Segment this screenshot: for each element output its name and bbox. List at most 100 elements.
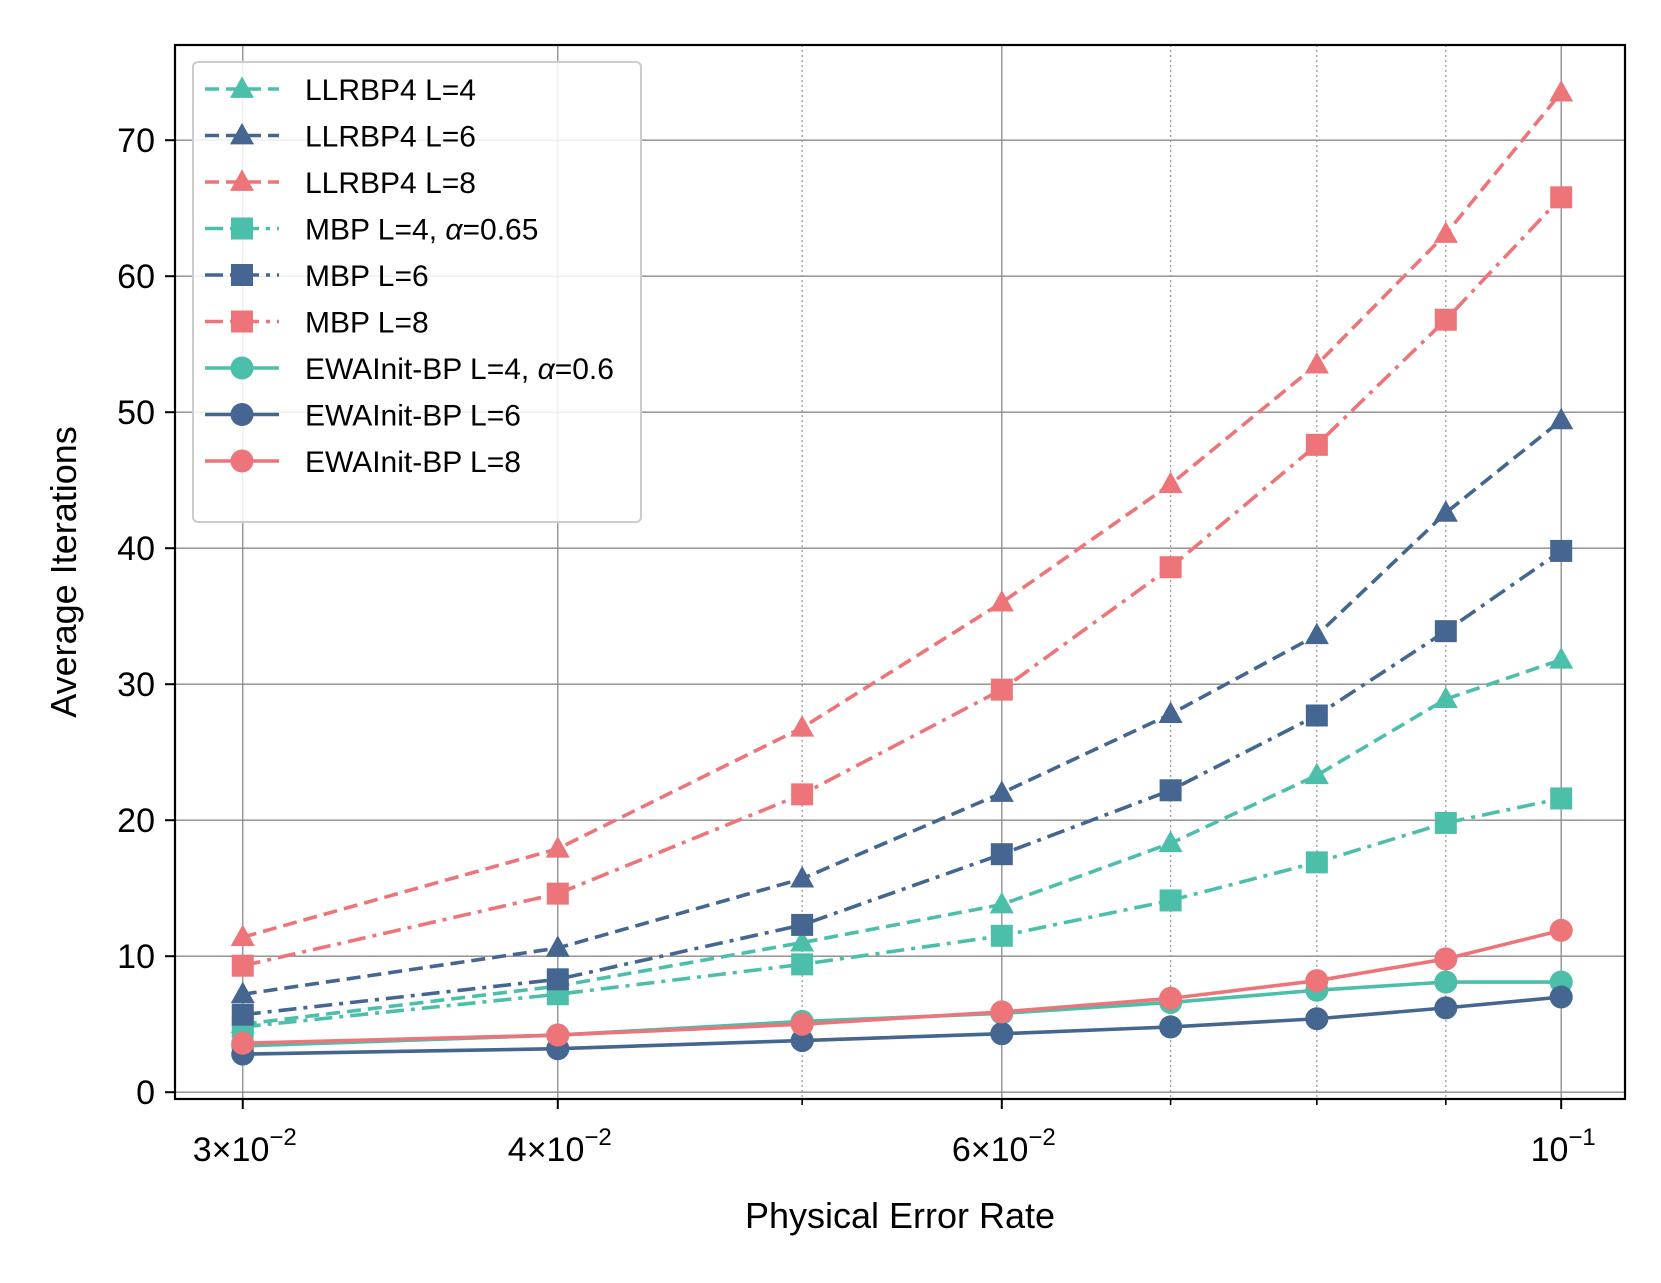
data-point <box>1433 221 1458 243</box>
data-point <box>1305 851 1328 874</box>
data-point <box>1549 79 1574 102</box>
data-point <box>989 589 1014 612</box>
data-point <box>1159 556 1182 579</box>
y-tick-label: 50 <box>117 394 155 432</box>
data-point <box>1550 186 1573 209</box>
data-point <box>546 1023 570 1047</box>
legend-item: EWAInit-BP L=8 <box>205 446 521 479</box>
legend-marker <box>231 264 253 286</box>
legend-marker <box>231 217 253 240</box>
data-point <box>1159 986 1183 1010</box>
legend-box <box>192 61 642 523</box>
data-point <box>990 678 1013 701</box>
data-point <box>1304 762 1329 785</box>
data-point <box>1158 471 1183 494</box>
y-tick-label: 70 <box>117 122 155 160</box>
legend-marker <box>229 122 255 145</box>
legend: LLRBP4 L=4 LLRBP4 L=6 LLRBP4 L=8 MBP L=4, α… <box>192 61 642 523</box>
series-8 <box>231 918 1573 1055</box>
data-point <box>1434 620 1457 643</box>
legend-marker <box>231 310 253 333</box>
legend-marker <box>229 76 255 98</box>
legend-marker <box>230 402 254 427</box>
data-point <box>231 1003 254 1026</box>
data-point <box>1433 500 1458 522</box>
data-point <box>1434 811 1457 834</box>
series-0 <box>230 647 1574 1034</box>
legend-label: EWAInit-BP L=6 <box>305 400 521 433</box>
legend-label: MBP L=4, α=0.65 <box>305 214 538 247</box>
y-tick-label: 10 <box>117 938 155 976</box>
data-point <box>1158 830 1183 853</box>
data-point <box>1549 918 1573 942</box>
series-line <box>242 658 1562 1026</box>
legend-item: LLRBP4 L=8 <box>205 167 476 200</box>
data-point <box>545 935 570 957</box>
series-line <box>242 418 1563 997</box>
legend-item: MBP L=6 <box>205 260 429 293</box>
x-tick-label: 3×10−2 <box>193 1124 297 1169</box>
series-line <box>242 796 1562 1029</box>
legend-marker <box>230 449 254 473</box>
data-point <box>791 953 814 976</box>
y-tick-label: 20 <box>117 802 155 840</box>
data-point <box>1159 1015 1183 1039</box>
series-line <box>242 196 1563 968</box>
series-5 <box>231 186 1573 977</box>
data-point <box>1550 539 1573 562</box>
legend-marker <box>230 356 254 380</box>
x-tick-label: 10−1 <box>1531 1124 1596 1169</box>
data-point <box>1304 351 1329 374</box>
legend-item: LLRBP4 L=4 <box>205 74 476 107</box>
x-axis-title: Physical Error Rate <box>745 1195 1055 1236</box>
data-point <box>1549 647 1574 669</box>
legend-item: EWAInit-BP L=6 <box>205 400 521 433</box>
data-point <box>791 783 814 806</box>
data-point <box>1433 686 1458 709</box>
data-point <box>1434 947 1458 971</box>
data-point <box>790 866 815 888</box>
data-point <box>1305 704 1328 727</box>
x-tick-label: 4×10−2 <box>508 1124 612 1169</box>
series-line <box>242 549 1563 1017</box>
series-4 <box>231 539 1573 1026</box>
legend-label: LLRBP4 L=6 <box>305 121 476 154</box>
data-point <box>1434 996 1458 1020</box>
axis-ticks: 0 10 20 30 40 50 60 70 3×10−2 4×10−2 6×10−2 10−1 <box>117 122 1596 1169</box>
series-line <box>242 928 1562 1046</box>
data-point <box>989 891 1014 914</box>
legend-marker <box>229 169 255 191</box>
series-2 <box>230 79 1574 947</box>
data-point <box>1434 308 1457 331</box>
data-point <box>231 1031 255 1055</box>
data-point <box>990 924 1013 947</box>
data-point <box>989 780 1014 802</box>
data-point <box>990 1000 1014 1024</box>
legend-label: MBP L=8 <box>305 307 429 340</box>
legend-label: MBP L=6 <box>305 260 429 293</box>
data-point <box>790 1028 814 1053</box>
data-point <box>790 929 815 952</box>
series-line <box>242 995 1562 1056</box>
data-point <box>1305 969 1329 993</box>
data-point <box>990 843 1013 866</box>
data-point <box>790 1012 814 1036</box>
legend-label: EWAInit-BP L=8 <box>305 446 521 479</box>
data-point <box>545 836 570 858</box>
data-point <box>230 924 255 947</box>
y-tick-label: 60 <box>117 258 155 296</box>
legend-label: LLRBP4 L=4 <box>305 74 476 107</box>
data-point <box>1434 970 1458 994</box>
series-layer <box>230 79 1574 1066</box>
data-point <box>1159 779 1182 802</box>
series-7 <box>231 985 1573 1066</box>
data-point <box>990 1022 1014 1046</box>
data-point <box>791 913 814 936</box>
data-point <box>790 715 815 737</box>
y-tick-label: 30 <box>117 666 155 704</box>
y-tick-label: 40 <box>117 530 155 568</box>
legend-item: LLRBP4 L=6 <box>205 121 476 154</box>
x-tick-label: 6×10−2 <box>952 1124 1056 1169</box>
